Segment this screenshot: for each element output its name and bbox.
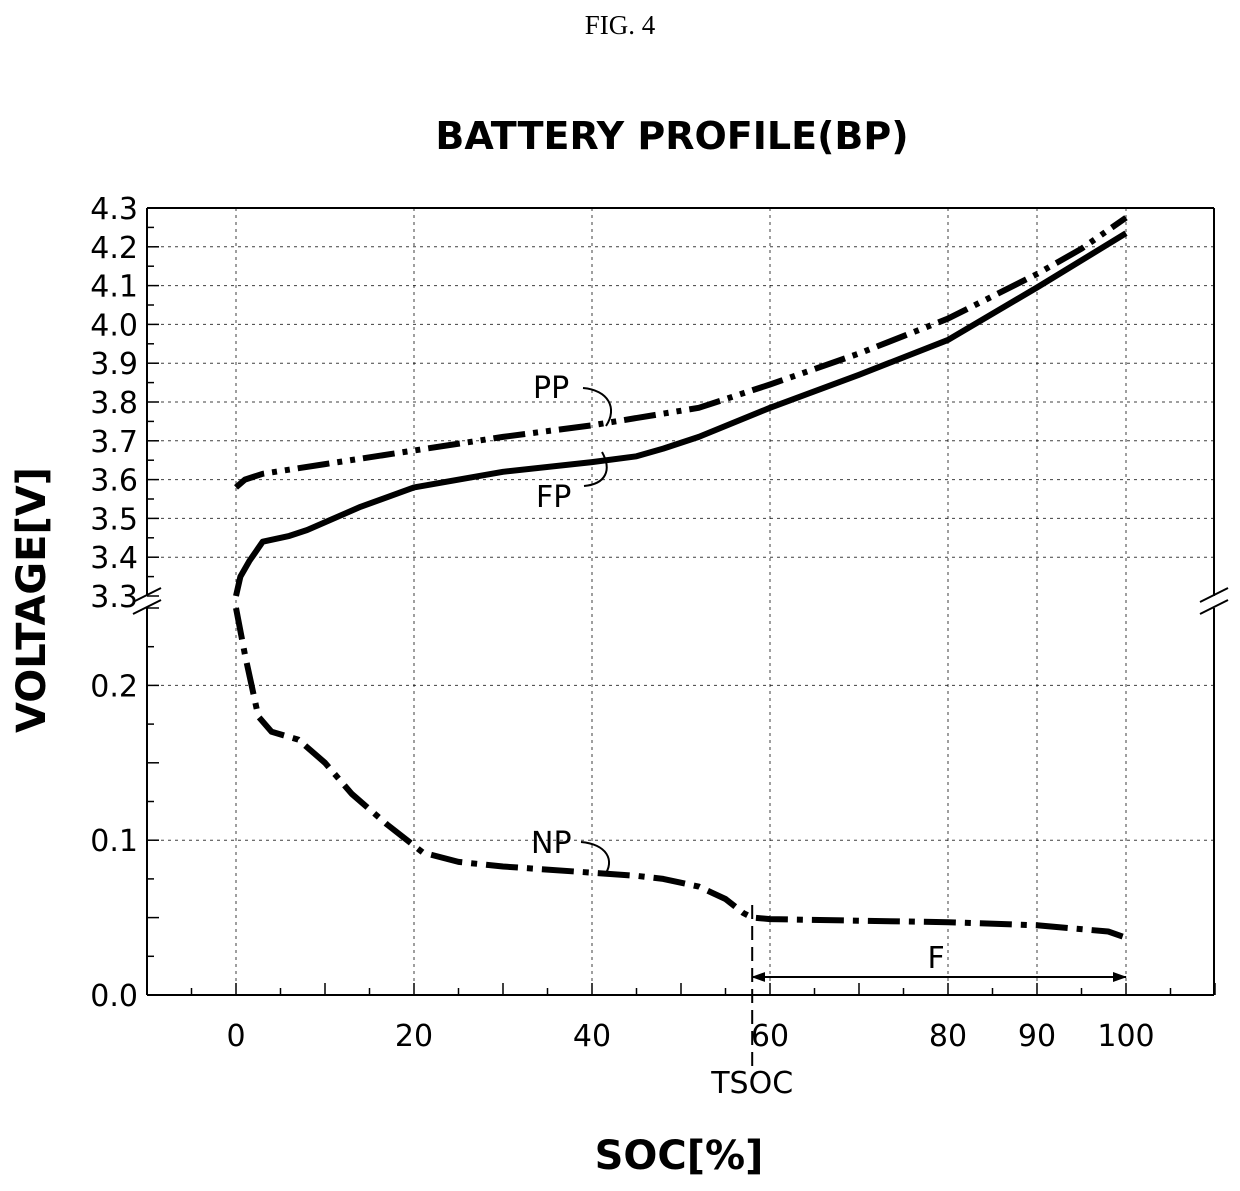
annotation-leader-fp: [584, 452, 607, 486]
x-tick-label-60: 60: [751, 1019, 789, 1054]
series-line-fp: [236, 233, 1126, 596]
annotation-label-pp: PP: [533, 371, 569, 406]
grid: [147, 208, 1214, 995]
f-span-label: F: [927, 941, 944, 976]
series-line-pp: [236, 218, 1126, 488]
y-tick-label-0.0: 0.0: [90, 979, 138, 1014]
y-tick-label-3.6: 3.6: [90, 464, 138, 499]
y-tick-label-3.5: 3.5: [90, 502, 138, 537]
y-tick-label-3.8: 3.8: [90, 386, 138, 421]
y-tick-label-3.7: 3.7: [90, 425, 138, 460]
plot-frame: [133, 208, 1228, 995]
y-tick-label-3.3: 3.3: [90, 580, 138, 615]
annotation-leader-pp: [583, 388, 611, 426]
series-line-np: [236, 608, 1126, 938]
annotation-label-np: NP: [531, 826, 572, 861]
x-tick-label-20: 20: [395, 1019, 433, 1054]
tsoc-label: TSOC: [710, 1066, 793, 1101]
x-tick-label-0: 0: [226, 1019, 245, 1054]
y-tick-label-3.4: 3.4: [90, 541, 138, 576]
y-tick-label-4.2: 4.2: [90, 231, 138, 266]
y-tick-label-4.1: 4.1: [90, 270, 138, 305]
y-tick-label-4.3: 4.3: [90, 192, 138, 227]
series-lines: [236, 218, 1126, 938]
y-tick-label-3.9: 3.9: [90, 347, 138, 382]
y-tick-label-4.0: 4.0: [90, 308, 138, 343]
x-tick-label-90: 90: [1018, 1019, 1056, 1054]
y-tick-label-0.1: 0.1: [90, 824, 138, 859]
x-tick-label-80: 80: [929, 1019, 967, 1054]
x-tick-label-100: 100: [1097, 1019, 1154, 1054]
y-tick-label-0.2: 0.2: [90, 669, 138, 704]
x-tick-label-40: 40: [573, 1019, 611, 1054]
annotation-label-fp: FP: [536, 480, 571, 515]
